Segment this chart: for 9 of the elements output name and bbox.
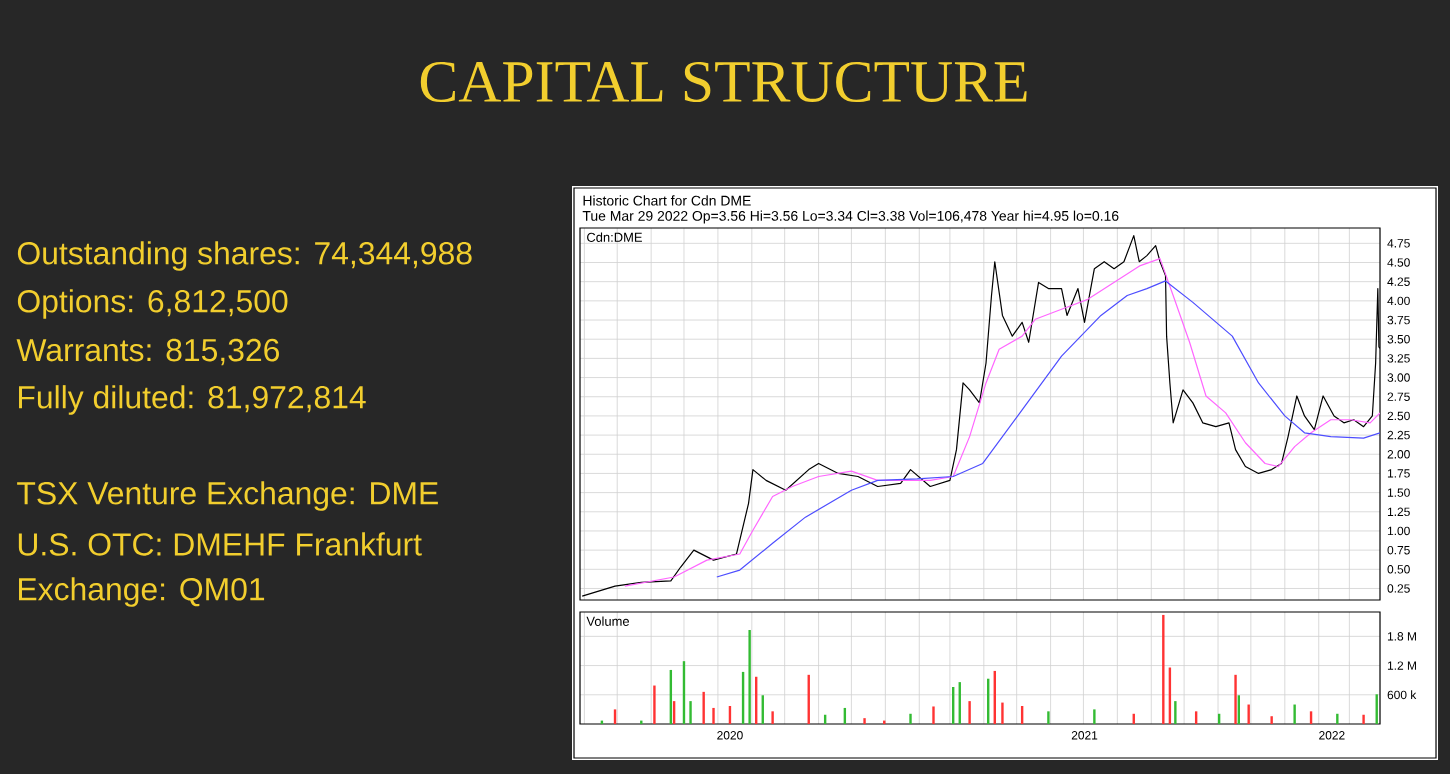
text: Fully diluted: 81,972,814 <box>19 385 366 415</box>
text: Options: 6,812,500 <box>17 289 288 319</box>
text: Warrants: 815,326 <box>16 338 279 366</box>
line-series <box>716 280 1381 578</box>
text: CAPITAL STRUCTURE <box>420 61 1027 103</box>
text: Outstanding shares: 74,344,988 <box>17 241 472 271</box>
text: TSX Venture Exchange: DME <box>17 481 438 511</box>
text: U.S. OTC: DMEHF Frankfurt <box>18 532 422 556</box>
text: Exchange: QM01 <box>19 577 265 607</box>
